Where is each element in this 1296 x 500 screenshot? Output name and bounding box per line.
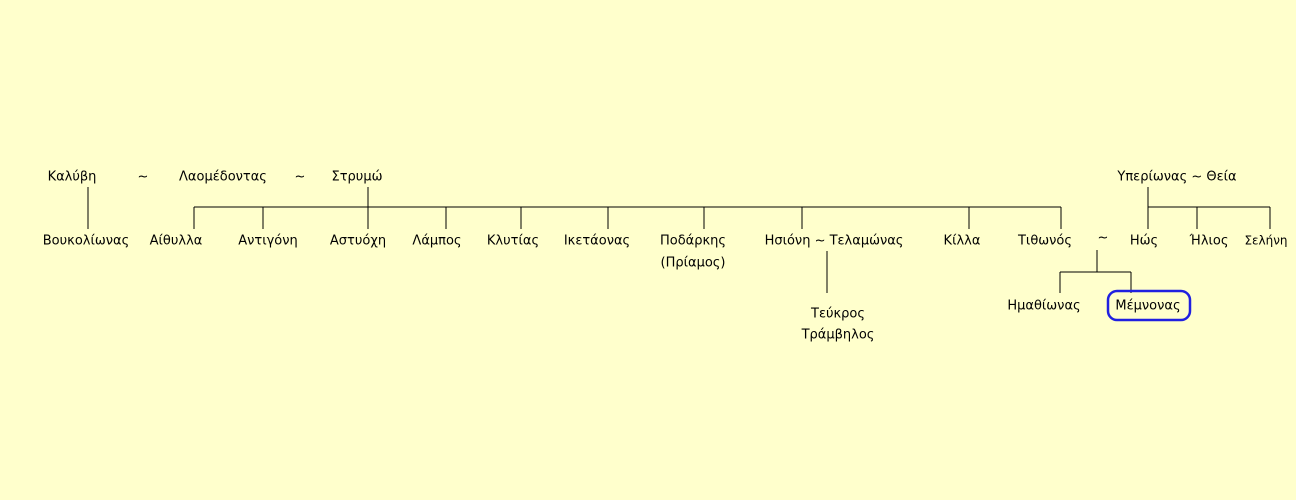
person-label: Ικετάονας (564, 234, 630, 249)
person-label: Αντιγόνη (238, 234, 298, 249)
highlight-box (1106, 289, 1192, 322)
person-label: Λαομέδοντας (179, 170, 267, 185)
person-label: Τράμβηλος (801, 328, 875, 343)
person-label: Σελήνη (1244, 234, 1287, 248)
person-label: Ήλιος (1189, 234, 1229, 249)
person-label: Ησιόνη ~ Τελαμώνας (765, 234, 904, 249)
connectors (87, 187, 1271, 293)
person-label: Υπερίωνας ~ Θεία (1116, 170, 1236, 185)
person-label: Βουκολίωνας (43, 234, 129, 249)
person-alias: (Πρίαμος) (661, 256, 726, 271)
person-label: Καλύβη (48, 170, 97, 185)
person-label: Ποδάρκης (660, 234, 726, 249)
labels: Καλύβη ~ Λαομέδοντας ~ Στρυμώ Υπερίωνας … (43, 170, 1288, 343)
person-label: Στρυμώ (332, 170, 383, 185)
person-label: Τεύκρος (810, 307, 865, 322)
person-label: Ημαθίωνας (1007, 299, 1080, 314)
person-label: Κλυτίας (487, 234, 539, 249)
person-label: Τιθωνός (1017, 234, 1072, 249)
person-label: Αστυόχη (330, 234, 386, 249)
person-label: Αίθυλλα (150, 234, 203, 249)
person-label: Κίλλα (944, 234, 981, 249)
marriage-sign: ~ (1098, 231, 1109, 246)
person-label: Λάμπος (412, 234, 461, 249)
person-label: Ηώς (1130, 234, 1158, 249)
marriage-sign: ~ (138, 170, 149, 185)
person-label: Μέμνονας (1115, 299, 1180, 314)
marriage-sign: ~ (295, 170, 306, 185)
